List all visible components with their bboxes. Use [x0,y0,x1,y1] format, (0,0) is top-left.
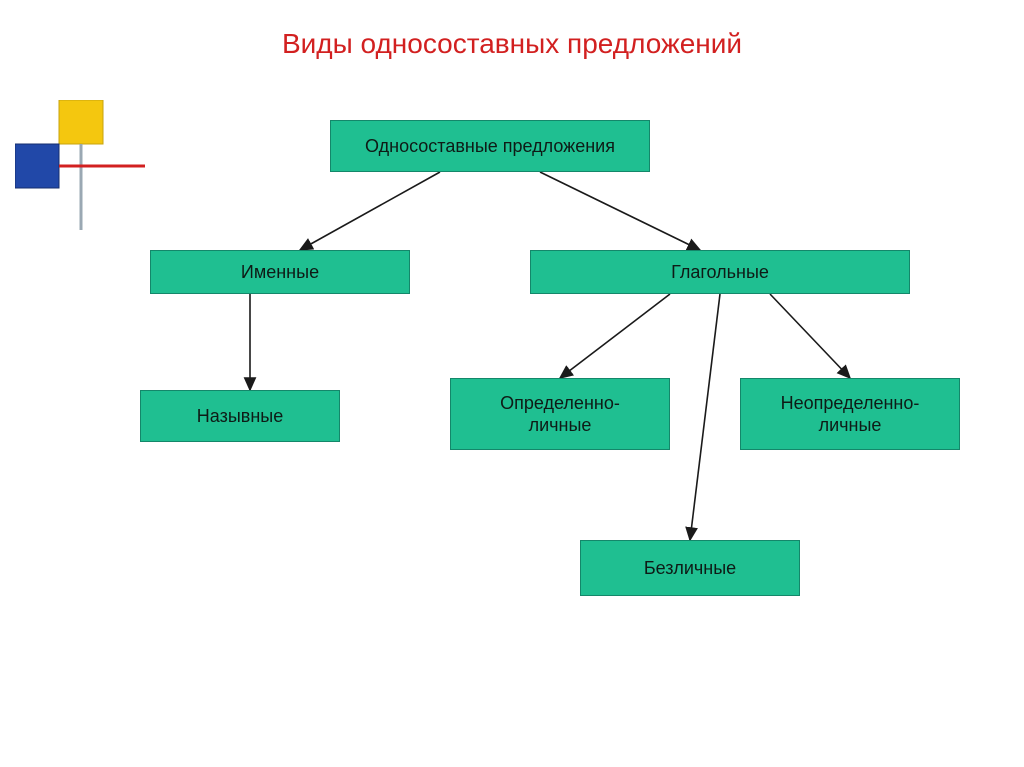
node-indef: Неопределенно- личные [740,378,960,450]
edge-root-verbal [540,172,700,250]
node-verbal: Глагольные [530,250,910,294]
node-nominal: Именные [150,250,410,294]
page-title: Виды односоставных предложений [0,28,1024,60]
edge-verbal-impers [690,294,720,540]
node-impers: Безличные [580,540,800,596]
node-naming: Назывные [140,390,340,442]
node-definite: Определенно- личные [450,378,670,450]
edge-root-nominal [300,172,440,250]
edge-verbal-definite [560,294,670,378]
edge-verbal-indef [770,294,850,378]
corner-decoration [15,100,145,230]
node-root: Односоставные предложения [330,120,650,172]
